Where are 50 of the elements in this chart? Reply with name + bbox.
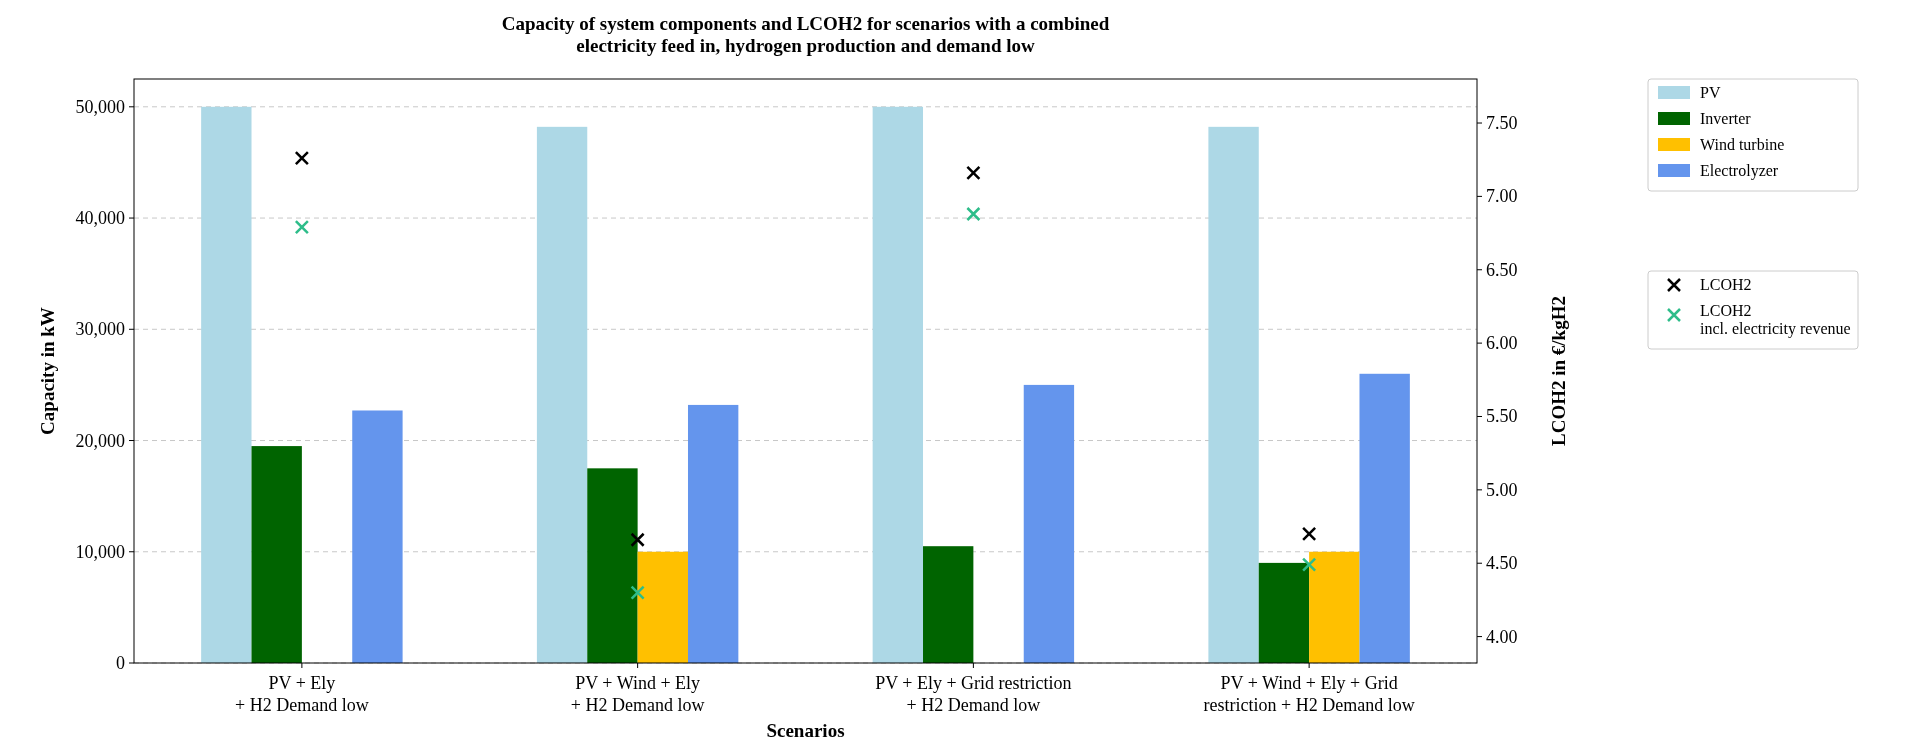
bar: [1208, 126, 1259, 663]
legend-label: Wind turbine: [1700, 136, 1785, 153]
chart-title: Capacity of system components and LCOH2 for scenarios with a combined electricity feed in, hydrogen production and demand low: [501, 13, 1110, 56]
point: [966, 206, 981, 222]
y-tick-label: 0: [116, 653, 125, 673]
bar: [872, 106, 924, 663]
bar: [201, 106, 252, 663]
x-tick-label: PV + Ely + Grid restriction + H2 Demand low: [875, 673, 1072, 715]
x-axis-title: Scenarios: [766, 720, 845, 741]
y2-tick-label: 6.00: [1486, 333, 1518, 354]
legend-label: LCOH2: [1700, 276, 1752, 293]
y2-axis-title: LCOH2 in €/kgH2: [1548, 296, 1569, 446]
y-tick-label: 20,000: [75, 430, 125, 451]
legend-label: Electrolyzer: [1700, 162, 1779, 180]
y-tick-label: 30,000: [75, 319, 125, 340]
y2-tick-label: 5.00: [1486, 479, 1518, 500]
y-axis-title: Capacity in kW: [37, 307, 58, 435]
y2-tick-label: 4.50: [1486, 553, 1518, 574]
point: [966, 165, 981, 181]
y2-tick-label: 7.00: [1486, 186, 1518, 207]
x-tick-label: PV + Ely + H2 Demand low: [235, 673, 369, 715]
bar: [1359, 373, 1410, 663]
y2-tick-label: 6.50: [1486, 259, 1518, 280]
point: [1301, 557, 1317, 572]
legend-label: Inverter: [1700, 110, 1752, 127]
point: [630, 585, 645, 600]
bar: [687, 404, 739, 663]
bar: [587, 468, 638, 663]
x-tick-label: PV + Wind + Ely + Grid restriction + H2 Demand low: [1203, 673, 1415, 715]
point: [294, 150, 310, 166]
point: [294, 219, 310, 235]
point: [630, 532, 645, 547]
bar: [536, 126, 588, 663]
y-tick-label: 40,000: [75, 208, 125, 229]
y2-tick-label: 5.50: [1486, 406, 1518, 427]
bar: [923, 546, 974, 663]
bar: [1309, 551, 1360, 663]
legend-label: LCOH2 incl. electricity revenue: [1700, 302, 1851, 338]
legend-label: PV: [1700, 84, 1721, 101]
bar: [1258, 562, 1310, 663]
y2-tick-label: 7.50: [1486, 113, 1518, 134]
y-tick-label: 50,000: [75, 96, 125, 117]
y-tick-label: 10,000: [75, 541, 125, 562]
bar: [1023, 384, 1075, 663]
bar: [352, 410, 403, 663]
x-tick-label: PV + Wind + Ely + H2 Demand low: [570, 673, 705, 715]
bar: [637, 551, 688, 663]
y2-tick-label: 4.00: [1486, 626, 1518, 647]
bar: [251, 446, 302, 663]
point: [1301, 526, 1317, 542]
